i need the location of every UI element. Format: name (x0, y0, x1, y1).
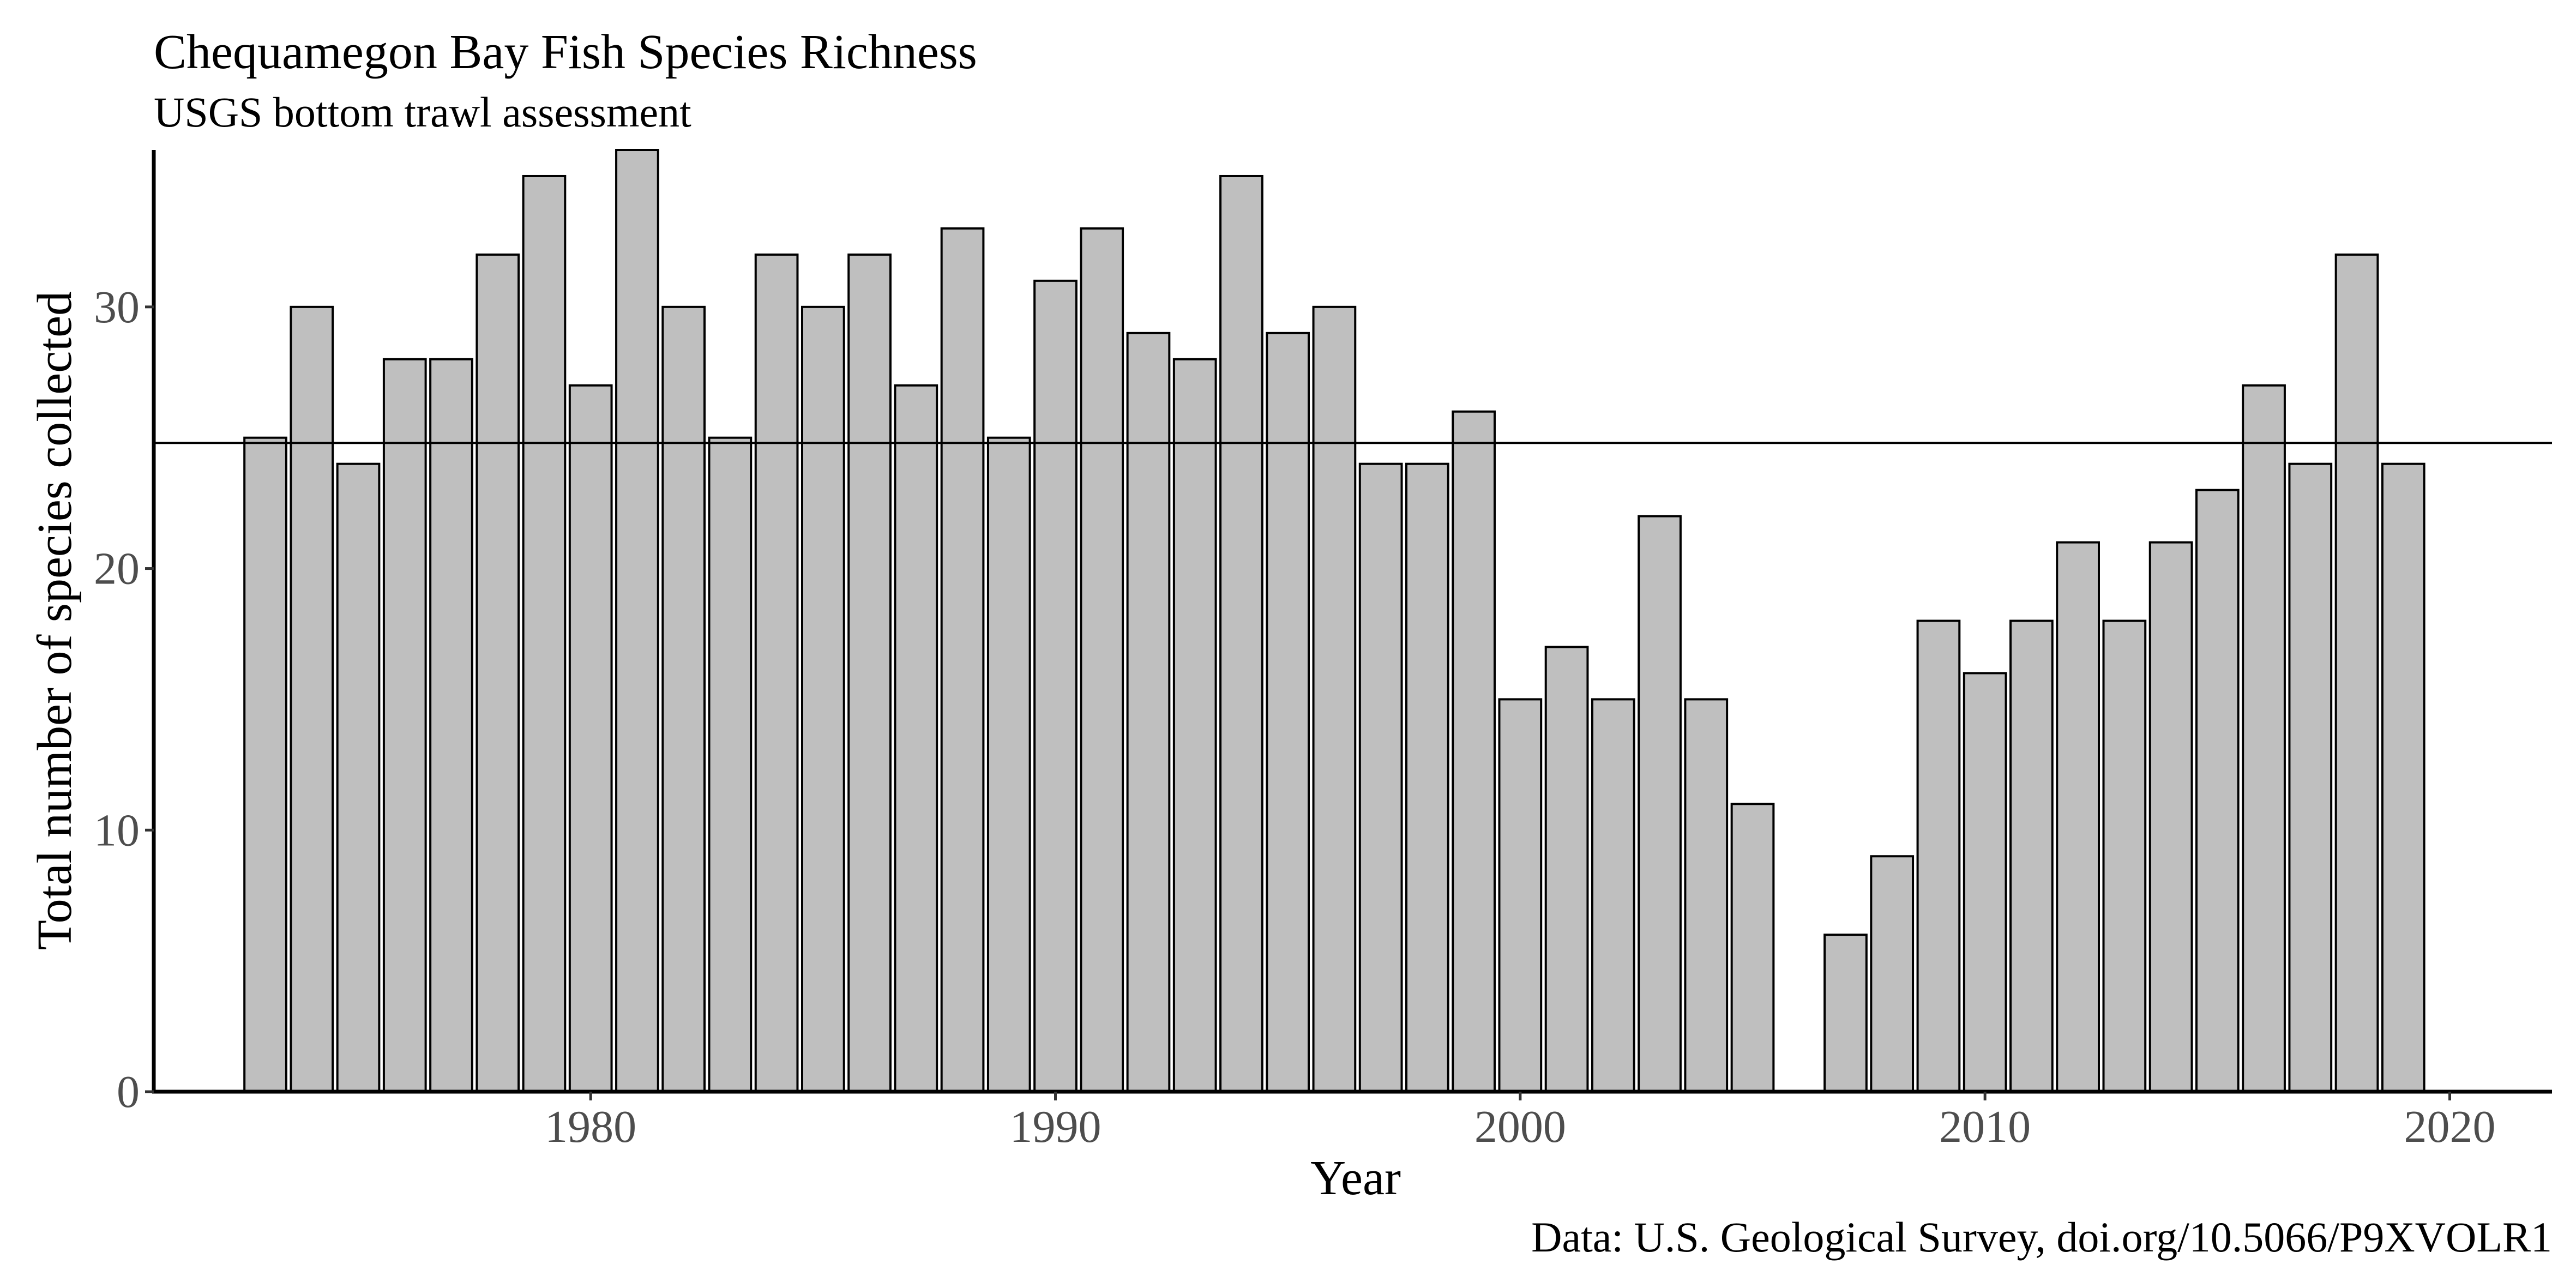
bar-2018 (2334, 253, 2379, 1093)
y-tick-label-0: 0 (117, 1067, 140, 1117)
bar-1993 (1172, 358, 1217, 1093)
bar-1979 (522, 174, 567, 1093)
chart-subtitle: USGS bottom trawl assessment (154, 88, 691, 136)
bar-2000 (1498, 698, 1543, 1093)
bar-1977 (429, 358, 473, 1093)
y-tick-label-10: 10 (94, 805, 140, 856)
bar-2009 (1916, 619, 1961, 1093)
bar-2017 (2288, 462, 2333, 1093)
bar-2002 (1591, 698, 1635, 1093)
bar-1990 (1033, 279, 1078, 1093)
bar-2015 (2195, 489, 2240, 1093)
bar-1987 (894, 384, 938, 1093)
y-axis-title: Total number of species collected (28, 291, 82, 950)
bar-2013 (2102, 619, 2147, 1093)
chart-caption: Data: U.S. Geological Survey, doi.org/10… (1531, 1213, 2552, 1261)
bar-2001 (1544, 646, 1589, 1093)
bar-2004 (1684, 698, 1729, 1093)
y-ticks-group: 0 10 20 30 (94, 282, 154, 1117)
bar-2011 (2009, 619, 2054, 1093)
bar-1984 (754, 253, 799, 1093)
bar-1989 (986, 436, 1031, 1093)
y-tick-label-30: 30 (94, 282, 140, 333)
bar-2012 (2056, 541, 2100, 1093)
bar-1998 (1405, 462, 1449, 1093)
bar-1992 (1126, 332, 1171, 1093)
bar-1986 (847, 253, 892, 1093)
bar-1981 (615, 149, 659, 1093)
bar-2014 (2148, 541, 2193, 1093)
y-tick-label-20: 20 (94, 544, 140, 594)
bar-1978 (476, 253, 520, 1093)
bars-group (243, 149, 2425, 1093)
bar-1974 (290, 305, 334, 1093)
bar-1995 (1266, 332, 1310, 1093)
bar-2007 (1823, 934, 1868, 1093)
x-tick-label-1990: 1990 (1010, 1102, 1102, 1152)
bar-1982 (661, 305, 706, 1093)
bar-2005 (1730, 803, 1775, 1093)
bar-1996 (1312, 305, 1357, 1093)
bar-1976 (382, 358, 427, 1093)
bar-1980 (568, 384, 613, 1093)
bar-1985 (801, 305, 845, 1093)
bar-2016 (2242, 384, 2286, 1093)
bar-1975 (336, 462, 381, 1093)
x-ticks-group: 1980 1990 2000 2010 2020 (545, 1092, 2495, 1152)
bar-1994 (1219, 174, 1263, 1093)
bar-1983 (708, 436, 753, 1093)
x-tick-label-1980: 1980 (545, 1102, 636, 1152)
x-axis-title: Year (1310, 1151, 1401, 1205)
x-tick-label-2010: 2010 (1939, 1102, 2031, 1152)
bar-2019 (2381, 462, 2425, 1093)
x-tick-label-2020: 2020 (2404, 1102, 2495, 1152)
chart-title: Chequamegon Bay Fish Species Richness (154, 25, 977, 79)
bar-1991 (1080, 227, 1124, 1093)
bar-1988 (940, 227, 985, 1093)
bar-2010 (1963, 672, 2007, 1093)
bar-1973 (243, 436, 287, 1093)
bar-2003 (1638, 515, 1682, 1093)
bar-1999 (1452, 410, 1496, 1093)
bar-2008 (1870, 855, 1915, 1093)
bar-1997 (1358, 462, 1403, 1093)
x-tick-label-2000: 2000 (1474, 1102, 1566, 1152)
